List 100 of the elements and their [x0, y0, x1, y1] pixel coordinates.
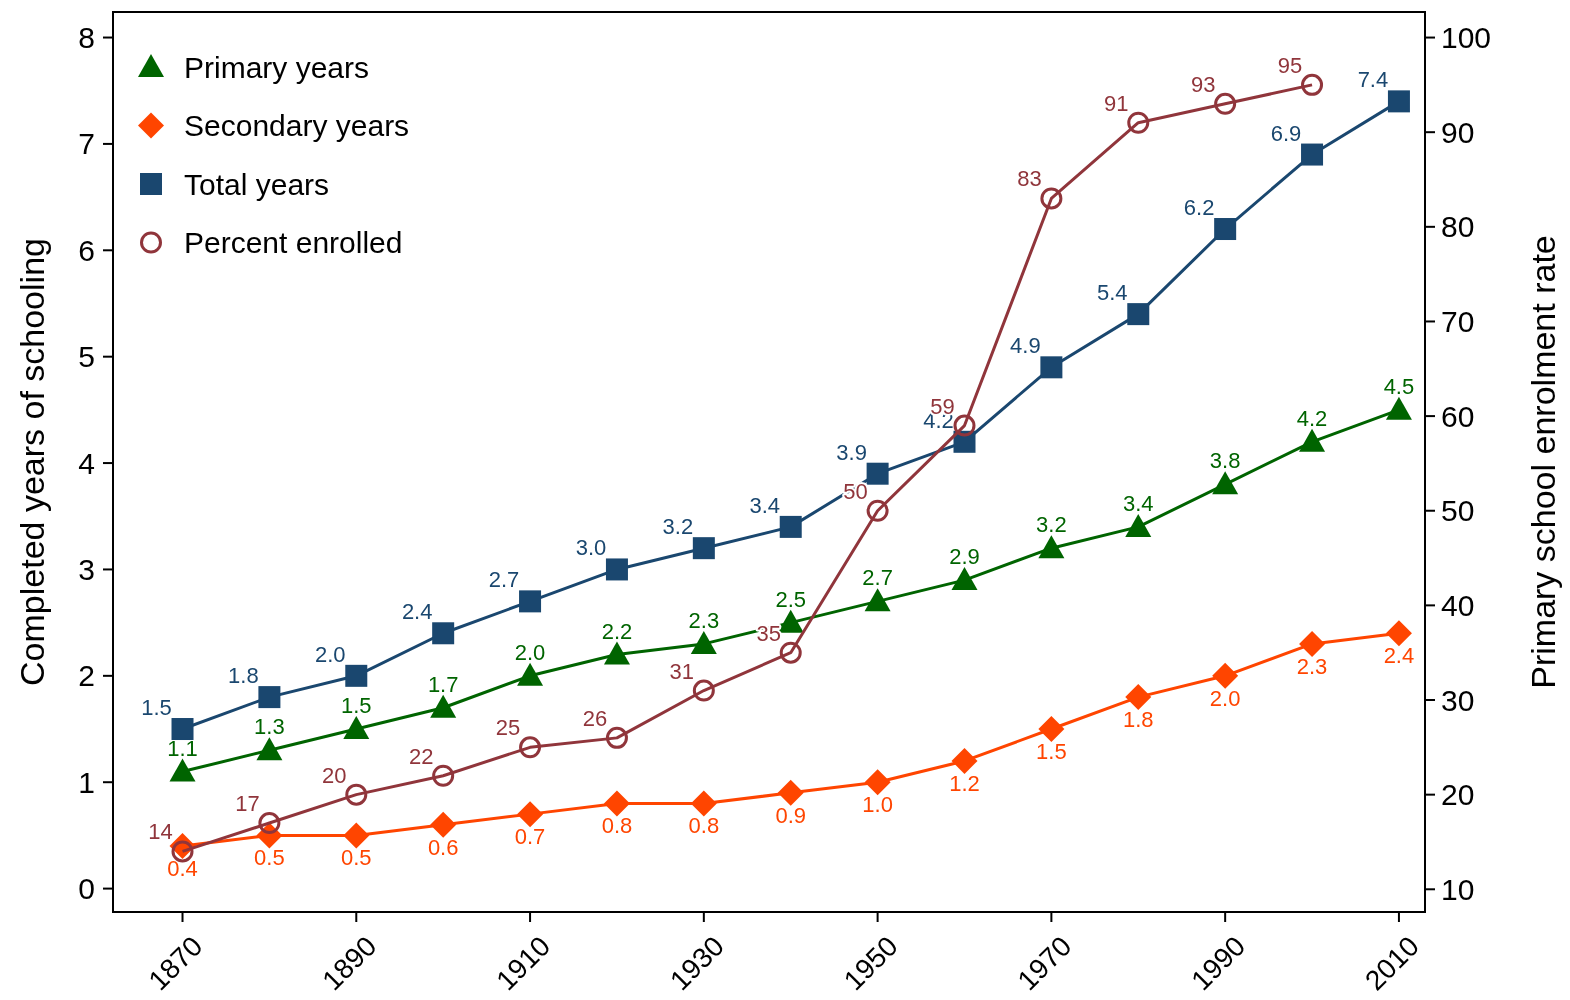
- point: [1125, 513, 1152, 537]
- point: [343, 716, 370, 740]
- data-label: 1.8: [228, 663, 259, 689]
- y2-tick-label: 50: [1441, 494, 1475, 528]
- data-label: 4.2: [1296, 405, 1328, 431]
- point: [1040, 187, 1063, 210]
- y2-tick-label: 40: [1441, 588, 1475, 622]
- y2-tick-label: 100: [1441, 21, 1492, 55]
- point: [1299, 630, 1326, 657]
- y2-tick-label: 80: [1441, 210, 1475, 244]
- point: [1301, 143, 1324, 166]
- data-label: 3.4: [1122, 490, 1154, 516]
- y-tick-label: 8: [78, 21, 95, 55]
- data-label: 3.0: [575, 535, 607, 561]
- point: [1212, 662, 1239, 689]
- point: [1127, 303, 1150, 326]
- data-label: 95: [1277, 52, 1303, 78]
- point: [1299, 428, 1326, 452]
- point: [692, 537, 715, 560]
- data-label: 1.3: [254, 714, 285, 740]
- data-label: 6.2: [1183, 195, 1215, 221]
- data-label: 2.0: [514, 639, 546, 665]
- y-tick-label: 1: [78, 765, 95, 799]
- point: [258, 686, 281, 709]
- point: [951, 567, 978, 591]
- data-label: 3.8: [1209, 448, 1241, 474]
- data-label: 25: [495, 715, 521, 741]
- data-label: 0.9: [775, 802, 807, 828]
- legend-label: Primary years: [184, 50, 370, 84]
- point: [605, 558, 628, 581]
- y2-tick-label: 30: [1441, 683, 1475, 717]
- point: [1038, 716, 1065, 743]
- point: [171, 718, 194, 741]
- point: [953, 414, 976, 437]
- point: [779, 515, 802, 538]
- point: [864, 769, 891, 796]
- data-label: 2.7: [862, 565, 893, 591]
- data-label: 91: [1104, 90, 1129, 116]
- point: [517, 801, 544, 828]
- y-tick-label: 0: [78, 872, 95, 906]
- point: [171, 840, 194, 863]
- y-tick-label: 7: [78, 127, 95, 161]
- point: [1214, 92, 1237, 115]
- point: [432, 622, 455, 645]
- point: [866, 499, 889, 522]
- point: [1038, 535, 1065, 559]
- data-label: 1.5: [340, 693, 372, 719]
- data-label: 0.7: [514, 824, 546, 850]
- y2-tick-label: 60: [1441, 399, 1475, 433]
- data-label: 2.5: [775, 586, 807, 612]
- point: [779, 641, 802, 664]
- data-label: 0.5: [254, 845, 285, 871]
- point: [169, 758, 196, 782]
- point: [1040, 356, 1063, 379]
- data-label: 7.4: [1357, 67, 1389, 93]
- point: [603, 790, 630, 817]
- point: [690, 630, 717, 654]
- legend-label: Total years: [184, 167, 330, 201]
- data-label: 4.5: [1383, 373, 1415, 399]
- point: [519, 590, 542, 613]
- point: [1385, 620, 1412, 647]
- point: [258, 812, 281, 835]
- point: [864, 588, 891, 612]
- y-tick-label: 2: [78, 659, 95, 693]
- point: [951, 747, 978, 774]
- data-label: 20: [322, 762, 347, 788]
- point: [432, 764, 455, 787]
- point: [1387, 90, 1410, 113]
- data-label: 17: [235, 791, 260, 817]
- data-label: 0.5: [340, 845, 372, 871]
- data-label: 31: [669, 658, 695, 684]
- data-label: 0.8: [601, 813, 633, 839]
- data-label: 2.7: [488, 567, 520, 593]
- data-label: 3.9: [836, 439, 867, 465]
- data-label: 1.5: [1036, 739, 1067, 765]
- y-tick-label: 4: [78, 446, 95, 480]
- y2-tick-label: 20: [1441, 778, 1475, 812]
- point: [430, 811, 457, 838]
- data-label: 1.0: [862, 792, 893, 818]
- data-label: 1.7: [427, 671, 459, 697]
- point: [345, 664, 368, 687]
- data-label: 3.4: [749, 492, 781, 518]
- point: [345, 783, 368, 806]
- y2-tick-label: 70: [1441, 304, 1475, 338]
- data-label: 1.8: [1122, 707, 1154, 733]
- y2-axis-title: Primary school enrolment rate: [1524, 235, 1562, 689]
- point: [1301, 73, 1324, 96]
- point: [777, 779, 804, 806]
- point: [256, 737, 283, 761]
- point: [519, 736, 542, 759]
- point: [517, 662, 544, 686]
- y2-tick-label: 10: [1441, 872, 1475, 906]
- data-label: 2.4: [401, 599, 433, 625]
- point: [1212, 471, 1239, 495]
- data-label: 14: [148, 819, 173, 845]
- y-tick-label: 6: [78, 233, 95, 267]
- data-label: 3.2: [1036, 512, 1067, 538]
- point: [603, 641, 630, 665]
- point: [1385, 396, 1412, 420]
- data-label: 26: [582, 705, 608, 731]
